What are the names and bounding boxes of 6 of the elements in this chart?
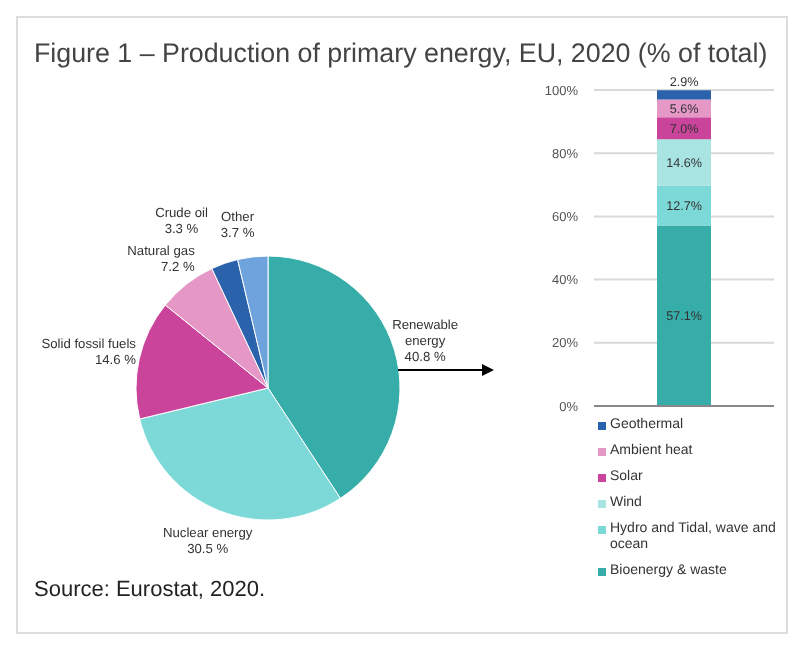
bar xyxy=(657,90,711,100)
bar xyxy=(657,185,711,226)
bar xyxy=(657,225,711,406)
source-note: Source: Eurostat, 2020. xyxy=(34,578,266,602)
chart-title: Figure 1 – Production of primary energy, EU, 2020 (% of total) xyxy=(34,38,768,68)
bar xyxy=(657,139,711,186)
